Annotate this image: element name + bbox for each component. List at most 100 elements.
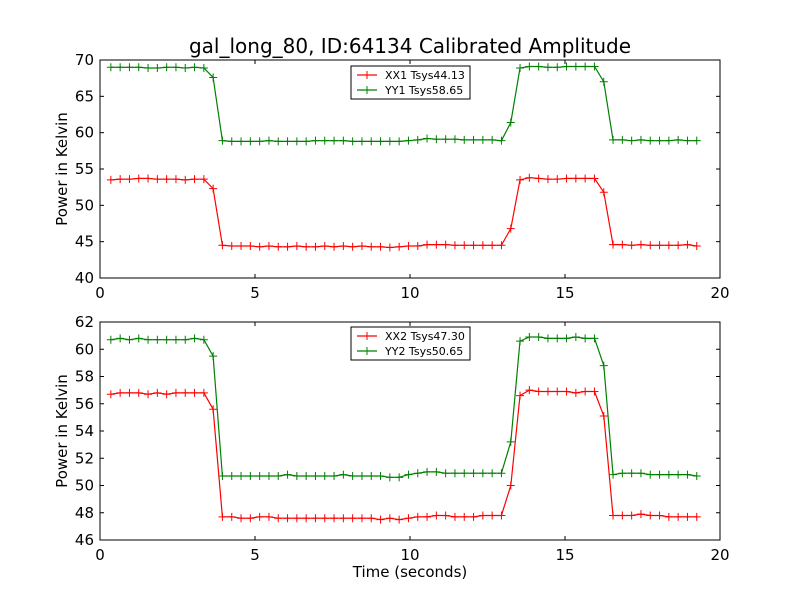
data-point (320, 136, 329, 145)
data-point (209, 73, 218, 82)
legend-box (350, 65, 471, 100)
data-point (367, 137, 376, 146)
data-point (274, 471, 283, 480)
data-point (543, 63, 552, 72)
data-point (311, 242, 320, 251)
data-point (404, 242, 413, 251)
y-tick-label: 50 (75, 477, 94, 495)
data-point (162, 390, 171, 399)
data-point (553, 387, 562, 396)
data-point (218, 512, 227, 521)
data-point (199, 175, 208, 184)
data-point (367, 514, 376, 523)
data-point (134, 174, 143, 183)
data-point (302, 514, 311, 523)
data-point (423, 134, 432, 143)
data-point (609, 240, 618, 249)
x-axis-label: Time (seconds) (352, 563, 468, 581)
data-point (367, 242, 376, 251)
data-point (636, 469, 645, 478)
data-point (116, 334, 125, 343)
data-point (311, 471, 320, 480)
data-point (395, 242, 404, 251)
data-point (506, 224, 515, 233)
y-axis-label: Power in Kelvin (53, 112, 71, 226)
data-point (264, 136, 273, 145)
data-point (227, 512, 236, 521)
data-point (627, 241, 636, 250)
data-point (171, 335, 180, 344)
data-point (162, 63, 171, 72)
data-point (218, 241, 227, 250)
data-point (460, 512, 469, 521)
data-point (283, 137, 292, 146)
data-point (423, 467, 432, 476)
data-point (460, 135, 469, 144)
x-tick-label: 15 (555, 546, 574, 564)
data-point (581, 62, 590, 71)
y-tick-label: 70 (75, 51, 94, 69)
series-markers-1 (106, 173, 701, 252)
data-point (376, 515, 385, 524)
data-point (432, 511, 441, 520)
data-point (153, 335, 162, 344)
data-point (562, 174, 571, 183)
data-point (636, 135, 645, 144)
legend-marker (363, 347, 371, 355)
data-point (441, 240, 450, 249)
data-point (246, 137, 255, 146)
data-point (376, 471, 385, 480)
x-tick-label: 20 (710, 284, 729, 302)
data-point (144, 335, 153, 344)
data-point (497, 136, 506, 145)
data-point (562, 334, 571, 343)
x-tick-label: 5 (250, 284, 260, 302)
data-point (664, 512, 673, 521)
y-tick-label: 55 (75, 160, 94, 178)
data-point (134, 63, 143, 72)
data-point (646, 470, 655, 479)
data-point (516, 63, 525, 72)
y-tick-label: 60 (75, 340, 94, 358)
data-point (330, 514, 339, 523)
data-point (590, 174, 599, 183)
data-point (674, 241, 683, 250)
data-point (609, 511, 618, 520)
data-point (590, 334, 599, 343)
data-point (599, 77, 608, 86)
data-point (246, 514, 255, 523)
data-point (432, 240, 441, 249)
data-point (181, 388, 190, 397)
data-point (516, 337, 525, 346)
data-point (330, 136, 339, 145)
data-point (385, 473, 394, 482)
series-markers-2 (106, 62, 701, 146)
data-point (339, 136, 348, 145)
data-point (423, 512, 432, 521)
data-point (674, 135, 683, 144)
data-point (674, 470, 683, 479)
data-point (404, 514, 413, 523)
series-line-2 (110, 336, 697, 478)
series-line-1 (110, 177, 697, 249)
data-point (209, 352, 218, 361)
data-point (237, 242, 246, 251)
data-point (543, 387, 552, 396)
data-point (283, 514, 292, 523)
data-point (134, 388, 143, 397)
chart-title: gal_long_80, ID:64134 Calibrated Amplitu… (189, 34, 631, 58)
data-point (292, 137, 301, 146)
legend-box (350, 326, 471, 361)
data-point (497, 511, 506, 520)
data-point (441, 135, 450, 144)
data-point (478, 469, 487, 478)
data-point (162, 335, 171, 344)
data-point (125, 388, 134, 397)
data-point (348, 242, 357, 251)
data-point (488, 469, 497, 478)
data-point (395, 515, 404, 524)
data-point (683, 136, 692, 145)
data-point (469, 135, 478, 144)
data-point (488, 241, 497, 250)
